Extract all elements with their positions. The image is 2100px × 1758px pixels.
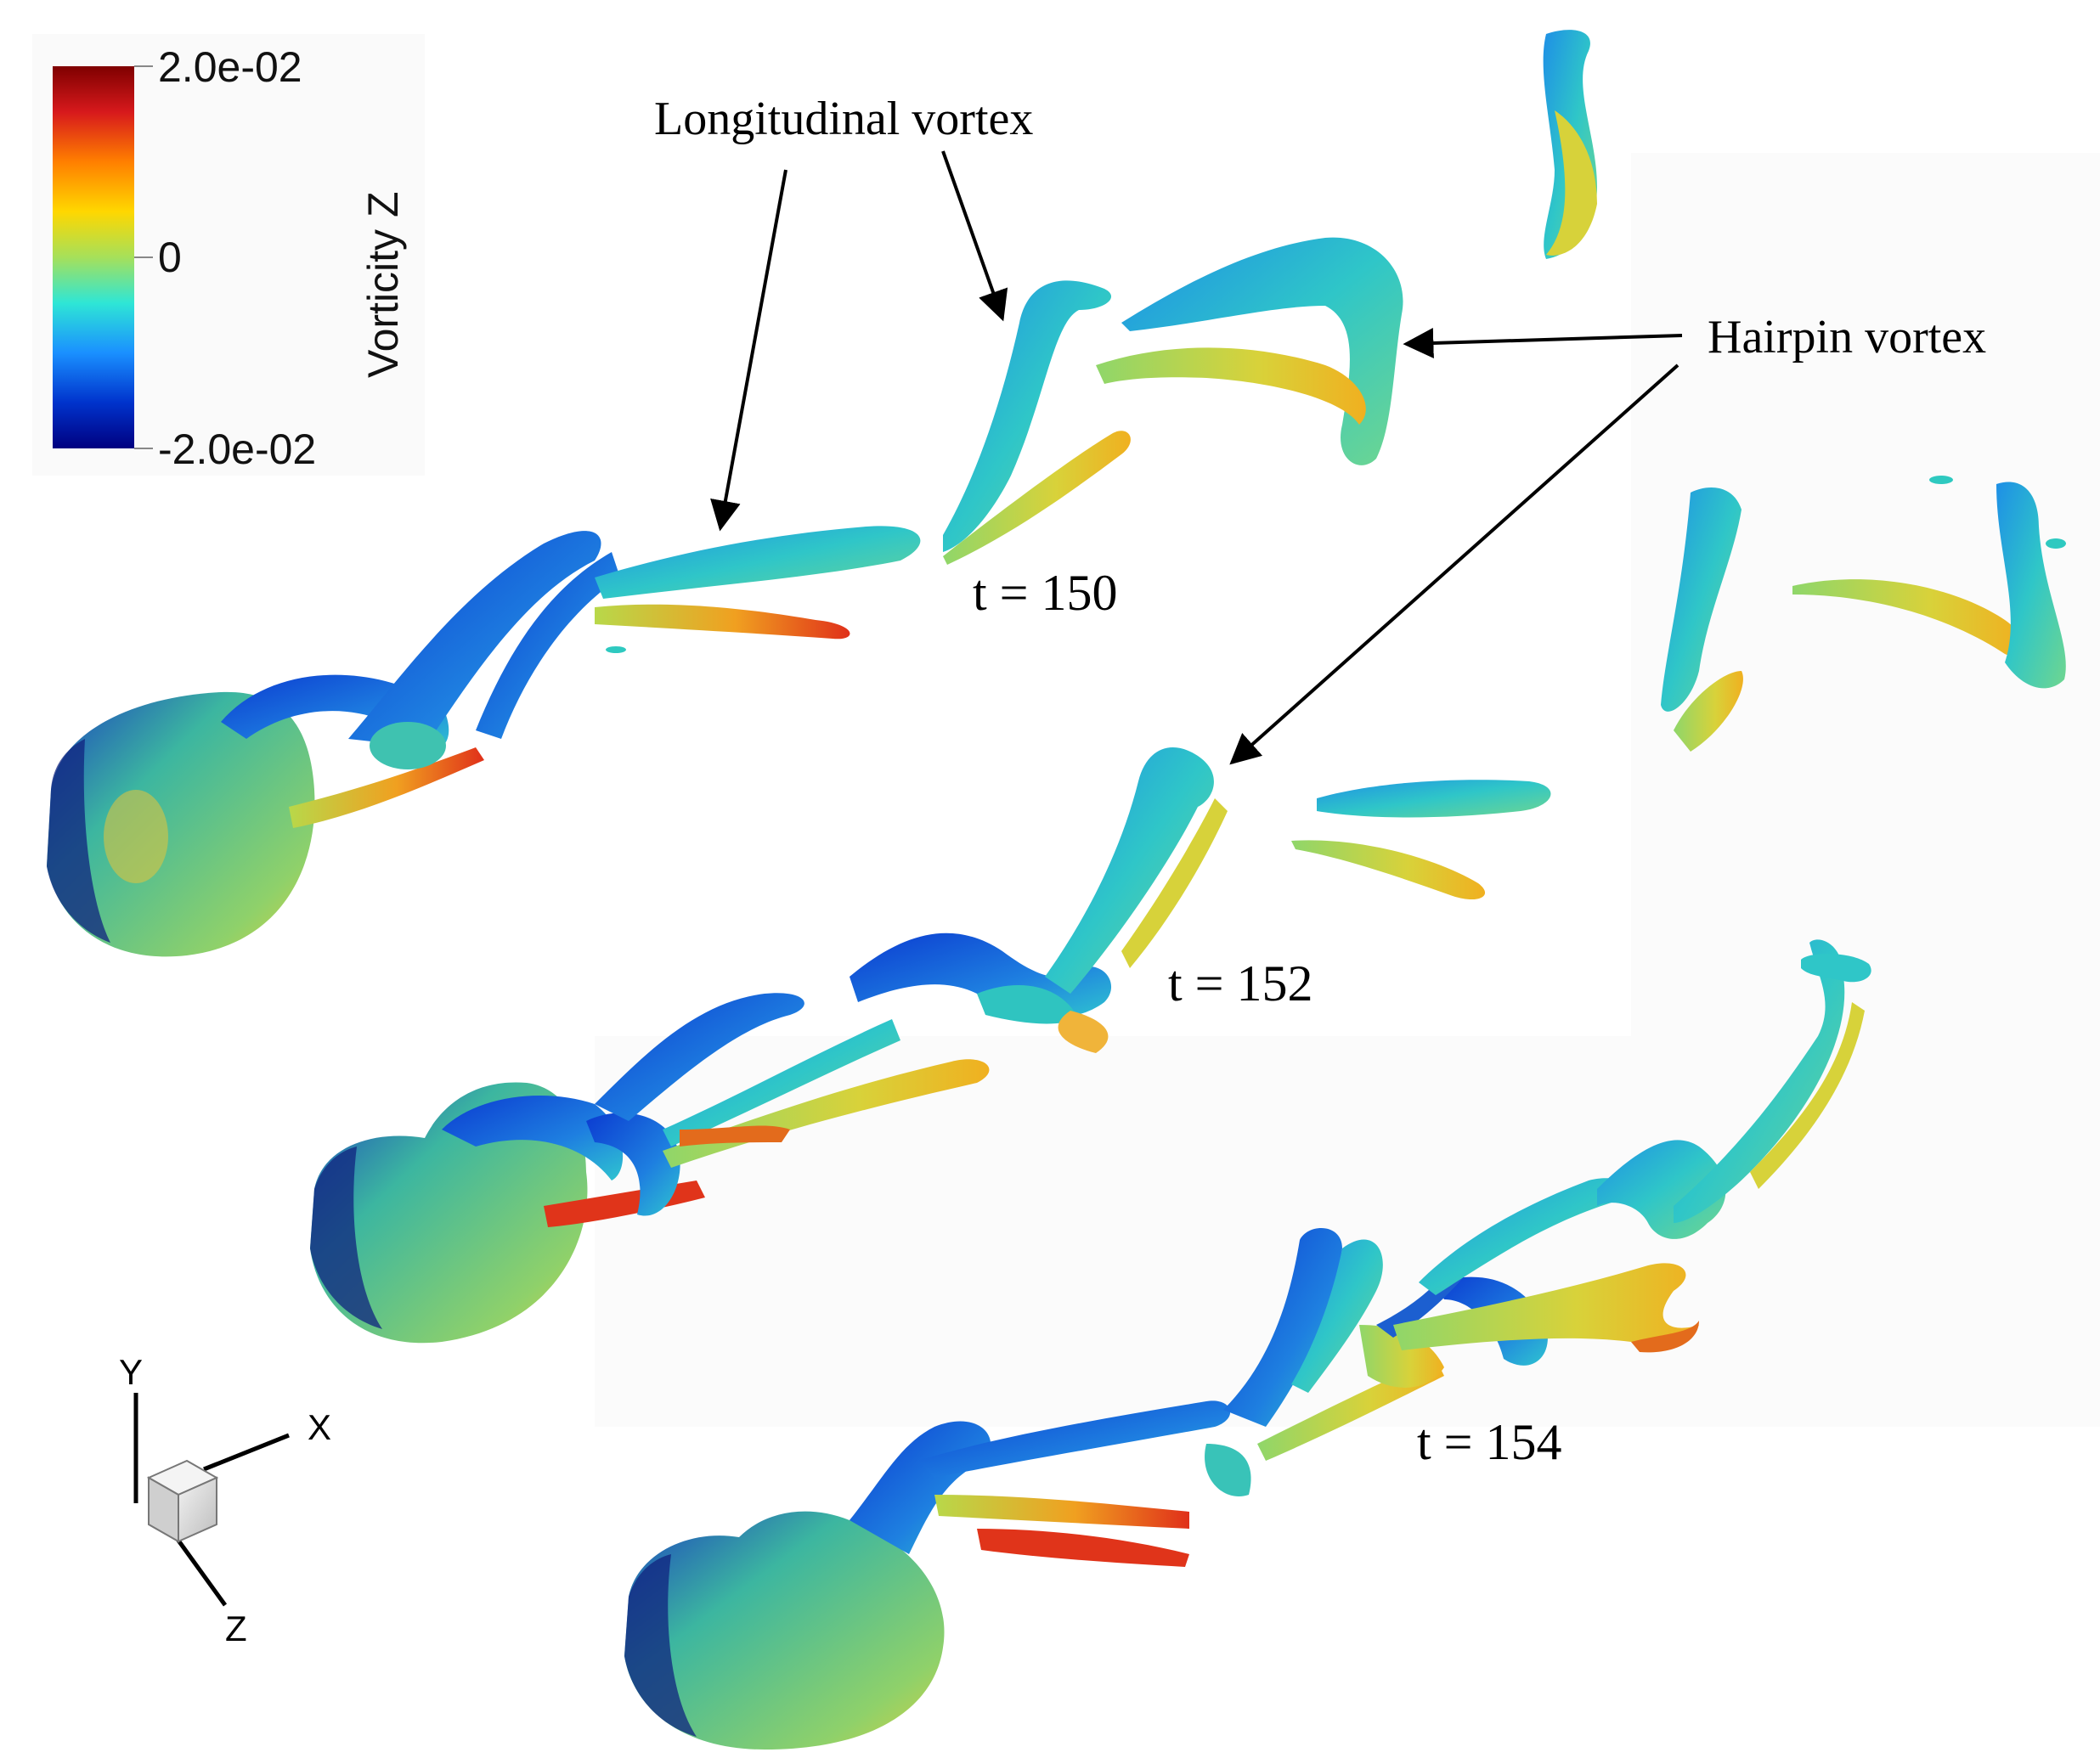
hairpin-leg <box>1045 747 1214 994</box>
triad-cube-right <box>178 1476 217 1543</box>
hairpin-arrow <box>1229 363 1679 765</box>
bluff-body <box>310 1082 588 1344</box>
arch-knot <box>370 722 446 769</box>
wake-streak <box>663 1019 900 1147</box>
hairpin-head <box>943 280 1112 552</box>
body-front-face <box>624 1554 697 1737</box>
colorbar: 2.0e-02 0 -2.0e-02 Vorticity Z <box>32 34 425 476</box>
colorbar-title: Vorticity Z <box>359 192 407 378</box>
colorbar-min-label: -2.0e-02 <box>158 425 316 473</box>
colorbar-ramp <box>53 66 134 448</box>
wake-streak <box>934 1495 1189 1529</box>
wake-streak <box>977 1529 1189 1567</box>
hairpin-knot <box>1205 1444 1251 1496</box>
colorbar-mid-label: 0 <box>158 234 182 281</box>
hairpin-leg <box>1096 347 1366 425</box>
background-panel <box>595 1036 2100 1427</box>
hairpin-leg <box>595 993 804 1121</box>
hairpin-vortex <box>1996 482 2066 689</box>
snapshot-t152 <box>310 476 2066 1344</box>
y-axis-label: Y <box>119 1352 143 1392</box>
near-wake-streak <box>289 747 484 828</box>
hairpin-leg <box>1121 798 1228 968</box>
wake-streak <box>680 1125 790 1147</box>
hairpin-knot <box>1058 1011 1109 1053</box>
vortex-fragment <box>2046 538 2066 549</box>
vortex-fragment <box>1929 476 1953 484</box>
wake-streak <box>595 604 850 640</box>
vortex-fragment <box>606 646 626 653</box>
shed-vortex <box>1674 671 1743 752</box>
wake-streak <box>1359 1325 1444 1388</box>
hairpin-vortex-label: Hairpin vortex <box>1708 311 1986 363</box>
hairpin-leg <box>348 531 601 747</box>
hairpin-leg <box>476 552 620 739</box>
x-axis-label: X <box>308 1407 331 1447</box>
hairpin-leg <box>943 431 1131 565</box>
near-wake-arch <box>442 1096 624 1180</box>
hairpin-vortex <box>1792 579 2021 656</box>
hairpin-leg <box>917 1400 1231 1478</box>
time-label-t152: t = 152 <box>1168 955 1313 1011</box>
hairpin-leg <box>1419 1178 1627 1295</box>
annotations: Longitudinal vortex Hairpin vortex t = 1… <box>654 93 1986 1470</box>
hairpin-knot <box>977 985 1079 1024</box>
longitudinal-arrow <box>710 169 788 532</box>
longitudinal-arrow <box>941 150 1008 322</box>
axis-triad: Y X Z <box>119 1352 331 1648</box>
hairpin-leg <box>1750 1002 1865 1189</box>
time-label-t154: t = 154 <box>1417 1414 1562 1470</box>
z-axis-label: Z <box>225 1609 247 1648</box>
body-hotspot <box>104 790 168 883</box>
hairpin-leg <box>1291 1239 1383 1393</box>
hairpin-vortex <box>1121 237 1403 465</box>
body-front-face <box>47 739 110 943</box>
bluff-body <box>624 1511 945 1750</box>
wake-streak <box>1631 1321 1699 1353</box>
body-front-face <box>310 1147 382 1329</box>
colorbar-max-label: 2.0e-02 <box>158 43 302 91</box>
hairpin-head <box>1801 954 1871 983</box>
longitudinal-vortex <box>595 526 921 599</box>
time-label-t150: t = 150 <box>973 565 1118 621</box>
shed-vortex <box>1317 780 1551 818</box>
shed-vortex <box>1546 110 1597 256</box>
hairpin-leg <box>1223 1228 1342 1427</box>
bluff-body <box>47 691 315 957</box>
longitudinal-vortex-label: Longitudinal vortex <box>654 93 1033 145</box>
near-wake-arch <box>586 1113 680 1216</box>
shed-vortex <box>1291 840 1486 900</box>
snapshot-t150 <box>47 30 1597 957</box>
wake-streak <box>1393 1263 1699 1350</box>
x-axis-line <box>203 1433 290 1472</box>
shed-vortex <box>1661 487 1742 712</box>
hairpin-arrow <box>1403 328 1683 358</box>
snapshot-t154 <box>624 939 1871 1750</box>
